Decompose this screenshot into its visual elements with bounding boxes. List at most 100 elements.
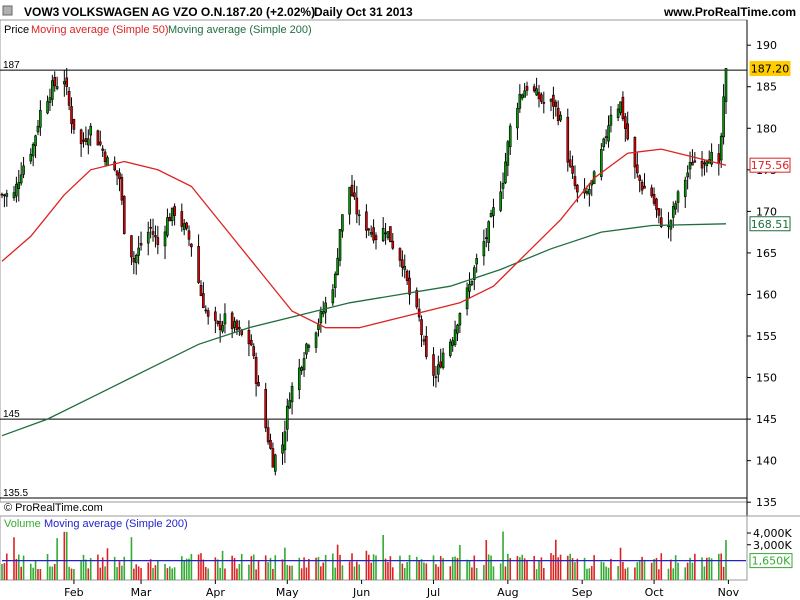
horizontal-levels: 187 145 135.5 bbox=[0, 60, 747, 499]
volume-bar bbox=[720, 553, 723, 580]
volume-bar bbox=[691, 562, 694, 580]
candle bbox=[139, 231, 143, 251]
price-tick-label-9: 180 bbox=[756, 122, 777, 135]
volume-bar bbox=[439, 556, 442, 580]
candle bbox=[156, 225, 160, 255]
collapse-icon[interactable] bbox=[2, 5, 13, 16]
ma50-legend: Moving average (Simple 50) bbox=[31, 24, 169, 36]
ma200-legend: Moving average (Simple 200) bbox=[168, 24, 312, 36]
volume-label: Volume bbox=[4, 518, 41, 530]
volume-bar bbox=[516, 556, 519, 580]
candle-body bbox=[185, 222, 188, 229]
candle bbox=[202, 282, 205, 309]
candle bbox=[70, 97, 73, 134]
volume-bar bbox=[423, 562, 425, 580]
volume-bar bbox=[655, 557, 658, 580]
volume-bar bbox=[483, 564, 485, 580]
candle-body bbox=[300, 367, 303, 371]
candle bbox=[389, 226, 392, 243]
volume-bar bbox=[420, 559, 423, 580]
volume-bar bbox=[204, 567, 207, 580]
candle bbox=[29, 148, 33, 165]
candle bbox=[600, 143, 603, 181]
copyright: © ProRealTime.com bbox=[4, 502, 103, 514]
volume-bar bbox=[694, 553, 696, 580]
candle bbox=[122, 195, 126, 235]
volume-bar bbox=[13, 537, 15, 580]
candle bbox=[331, 284, 335, 306]
candle-body bbox=[283, 431, 287, 451]
candle bbox=[609, 106, 613, 133]
candle-body bbox=[365, 211, 368, 231]
volume-bar bbox=[706, 557, 708, 580]
x-axis: Feb Mar Apr May Jun Jul Aug Sep Oct Nov bbox=[64, 580, 740, 599]
volume-bar bbox=[468, 561, 471, 580]
volume-bar bbox=[703, 566, 706, 580]
volume-bar bbox=[643, 559, 646, 580]
candle-body bbox=[525, 86, 529, 91]
volume-bar bbox=[17, 554, 20, 580]
volume-tick-label-1: 3,000K bbox=[753, 539, 792, 552]
candle-body bbox=[683, 179, 687, 197]
candle bbox=[3, 193, 6, 208]
volume-bar bbox=[317, 556, 320, 580]
candle-body bbox=[65, 77, 69, 87]
candle-body bbox=[676, 191, 680, 203]
candle bbox=[408, 270, 411, 305]
candle-body bbox=[170, 207, 174, 222]
candle bbox=[221, 320, 224, 334]
volume-bar bbox=[684, 567, 687, 580]
volume-bar bbox=[202, 559, 205, 580]
candle-body bbox=[710, 151, 713, 165]
volume-bar bbox=[73, 568, 75, 580]
volume-bar bbox=[169, 566, 171, 580]
candle bbox=[187, 225, 191, 247]
candle bbox=[624, 112, 627, 142]
candle bbox=[252, 343, 256, 360]
volume-bar bbox=[605, 566, 607, 580]
last-value-boxes: 187.20 175.56 168.51 bbox=[749, 60, 791, 232]
volume-bar bbox=[152, 567, 154, 580]
price-tick-label-3: 150 bbox=[756, 372, 777, 385]
volume-bar bbox=[619, 547, 622, 580]
volume-bar bbox=[593, 555, 595, 580]
candle bbox=[540, 92, 543, 104]
volume-bar bbox=[559, 554, 562, 580]
candle bbox=[338, 229, 342, 267]
candle bbox=[72, 118, 76, 135]
volume-bar bbox=[554, 539, 557, 580]
candle-body bbox=[441, 352, 445, 368]
volume-bar bbox=[677, 562, 679, 580]
volume-bar bbox=[219, 567, 221, 580]
volume-bar bbox=[399, 555, 401, 580]
candle bbox=[168, 213, 172, 222]
candle bbox=[475, 253, 478, 273]
volume-bar bbox=[353, 566, 356, 580]
candle-body bbox=[518, 94, 522, 109]
volume-bar bbox=[154, 565, 157, 580]
candle-body bbox=[297, 367, 301, 391]
candle bbox=[532, 83, 536, 93]
volume-bar bbox=[231, 555, 233, 580]
candle-body bbox=[609, 114, 613, 126]
volume-bar bbox=[571, 558, 574, 580]
site-link[interactable]: www.ProRealTime.com bbox=[663, 5, 796, 19]
volume-bar bbox=[104, 566, 106, 580]
candle bbox=[317, 318, 320, 337]
volume-bar bbox=[216, 559, 219, 580]
price-tick-label-10: 185 bbox=[756, 81, 777, 94]
volume-bar bbox=[382, 534, 384, 580]
candle bbox=[403, 254, 407, 279]
candle-body bbox=[640, 181, 644, 191]
candle bbox=[398, 247, 402, 267]
volume-bar bbox=[171, 568, 174, 580]
candle-body bbox=[391, 240, 395, 249]
volume-bar bbox=[533, 555, 536, 580]
candle-body bbox=[453, 329, 457, 345]
candle bbox=[556, 100, 560, 126]
volume-bar bbox=[137, 566, 140, 580]
volume-bar bbox=[85, 559, 87, 580]
volume-bar bbox=[566, 555, 569, 580]
candle bbox=[63, 70, 66, 97]
volume-bar bbox=[286, 564, 289, 580]
